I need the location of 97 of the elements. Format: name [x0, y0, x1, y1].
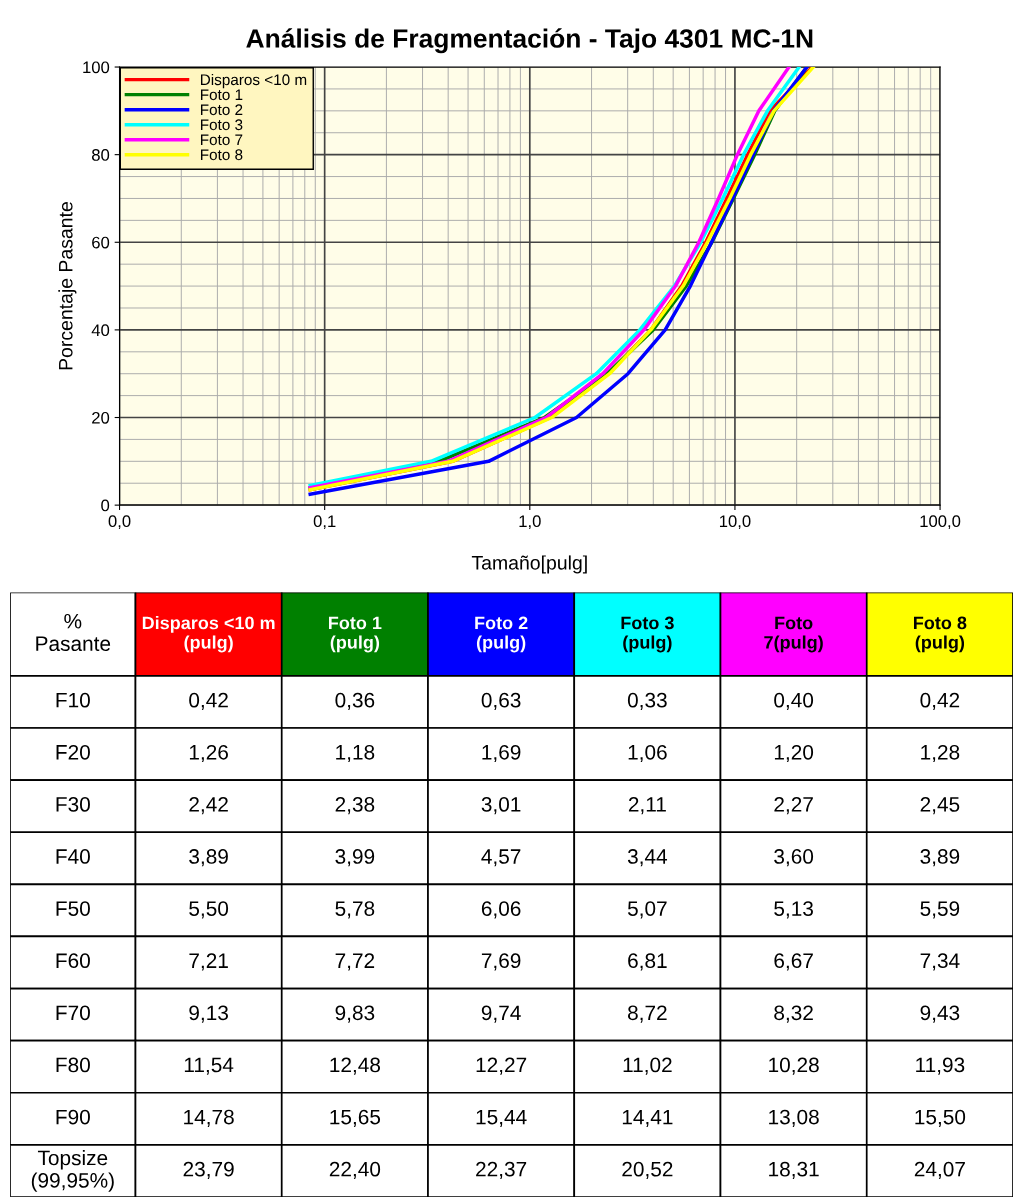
- y-tick-label: 20: [92, 411, 110, 424]
- text: 15,44: [476, 1109, 527, 1127]
- text: F60: [56, 953, 90, 969]
- x-tick-label: 1,0: [519, 515, 541, 530]
- text: 7,21: [189, 953, 228, 971]
- text: % Pasante: [36, 613, 111, 652]
- text: Foto 8 (pulg): [914, 616, 967, 653]
- text: 1,28: [921, 744, 960, 763]
- text: 6,67: [774, 953, 813, 971]
- text: 6,81: [628, 953, 667, 971]
- y-tick-label: 40: [91, 324, 110, 337]
- text: 9,13: [189, 1005, 228, 1023]
- text: 14,78: [184, 1109, 234, 1127]
- text: 3,99: [335, 849, 375, 867]
- text: Foto 3 (pulg): [621, 616, 674, 653]
- x-tick-label: 10,0: [719, 515, 751, 530]
- text: 2,11: [628, 797, 666, 815]
- text: 1,20: [774, 744, 814, 763]
- legend-label: Foto 2: [201, 104, 243, 116]
- text: 2,45: [920, 797, 960, 815]
- text: 5,78: [335, 901, 375, 919]
- text: 8,32: [774, 1005, 813, 1023]
- text: 0,40: [774, 692, 814, 710]
- legend-label: Foto 8: [201, 149, 243, 161]
- text: F50: [56, 901, 90, 916]
- chart-title: Análisis de Fragmentación - Tajo 4301 MC-1N: [246, 28, 813, 54]
- text: F10: [56, 692, 90, 708]
- text: 9,74: [481, 1005, 521, 1023]
- x-tick-label: 100,0: [920, 515, 961, 530]
- text: 7,34: [920, 953, 960, 971]
- text: 6,06: [481, 901, 521, 919]
- legend-label: Disparos <10 m: [201, 73, 307, 89]
- text: F70: [56, 1005, 90, 1021]
- text: 0,63: [481, 692, 521, 710]
- text: 3,44: [627, 849, 668, 867]
- text: 1,06: [628, 744, 667, 763]
- legend-label: Foto 7: [201, 134, 243, 146]
- text: 5,50: [189, 901, 229, 919]
- y-axis-title: Porcentaje Pasante: [58, 202, 77, 370]
- text: 0,36: [335, 692, 375, 710]
- text: 11,02: [623, 1057, 672, 1075]
- text: 9,43: [920, 1005, 960, 1023]
- text: 3,89: [920, 849, 960, 867]
- text: F90: [56, 1109, 90, 1125]
- text: 23,79: [183, 1161, 234, 1179]
- text: 14,41: [622, 1109, 673, 1127]
- legend-label: Foto 1: [201, 89, 243, 101]
- text: 2,38: [335, 797, 375, 815]
- y-tick-label: 100: [83, 61, 110, 74]
- text: 2,27: [774, 797, 813, 815]
- text: 9,83: [335, 1005, 375, 1023]
- text: 22,40: [329, 1161, 381, 1179]
- text: Foto 7(pulg): [764, 616, 823, 653]
- text: 8,72: [628, 1005, 667, 1023]
- text: 3,89: [189, 849, 228, 867]
- text: 3,01: [481, 797, 521, 815]
- text: 11,93: [916, 1057, 965, 1075]
- text: 13,08: [769, 1109, 819, 1127]
- text: 0,42: [920, 692, 960, 710]
- text: 10,28: [769, 1057, 819, 1075]
- text: 7,72: [335, 953, 375, 971]
- text: Disparos <10 m (pulg): [142, 616, 275, 653]
- text: F40: [56, 849, 90, 864]
- text: Foto 2 (pulg): [475, 616, 528, 653]
- text: 7,69: [481, 953, 521, 971]
- text: 15,50: [915, 1109, 966, 1127]
- text: 15,65: [330, 1109, 381, 1127]
- text: 20,52: [622, 1161, 673, 1179]
- legend-label: Foto 3: [201, 119, 243, 131]
- text: F20: [56, 744, 90, 760]
- x-tick-label: 0,0: [108, 515, 131, 530]
- y-tick-label: 0: [101, 499, 110, 512]
- text: 11,54: [184, 1057, 234, 1075]
- y-tick-label: 60: [92, 236, 110, 249]
- text: 5,59: [920, 901, 960, 919]
- text: 5,07: [627, 901, 667, 919]
- text: 12,48: [330, 1057, 381, 1075]
- text: 12,27: [476, 1057, 527, 1075]
- text: 1,69: [482, 744, 521, 763]
- text: 24,07: [914, 1161, 965, 1179]
- text: 3,60: [774, 849, 814, 867]
- text: Topsize (99,95%): [31, 1150, 114, 1192]
- text: 1,18: [336, 744, 375, 763]
- text: 0,42: [189, 692, 228, 710]
- text: 1,26: [189, 744, 228, 763]
- x-axis-title: Tamaño[pulg]: [471, 555, 587, 574]
- text: 22,37: [476, 1161, 527, 1179]
- x-tick-label: 0,1: [313, 515, 336, 530]
- text: 4,57: [481, 849, 521, 867]
- text: 18,31: [769, 1161, 819, 1179]
- text: F80: [56, 1057, 90, 1073]
- text: F30: [56, 797, 90, 812]
- text: 0,33: [627, 692, 667, 710]
- text: 2,42: [189, 797, 228, 815]
- text: Foto 1 (pulg): [329, 616, 382, 653]
- y-tick-label: 80: [92, 149, 110, 161]
- text: 5,13: [774, 901, 813, 919]
